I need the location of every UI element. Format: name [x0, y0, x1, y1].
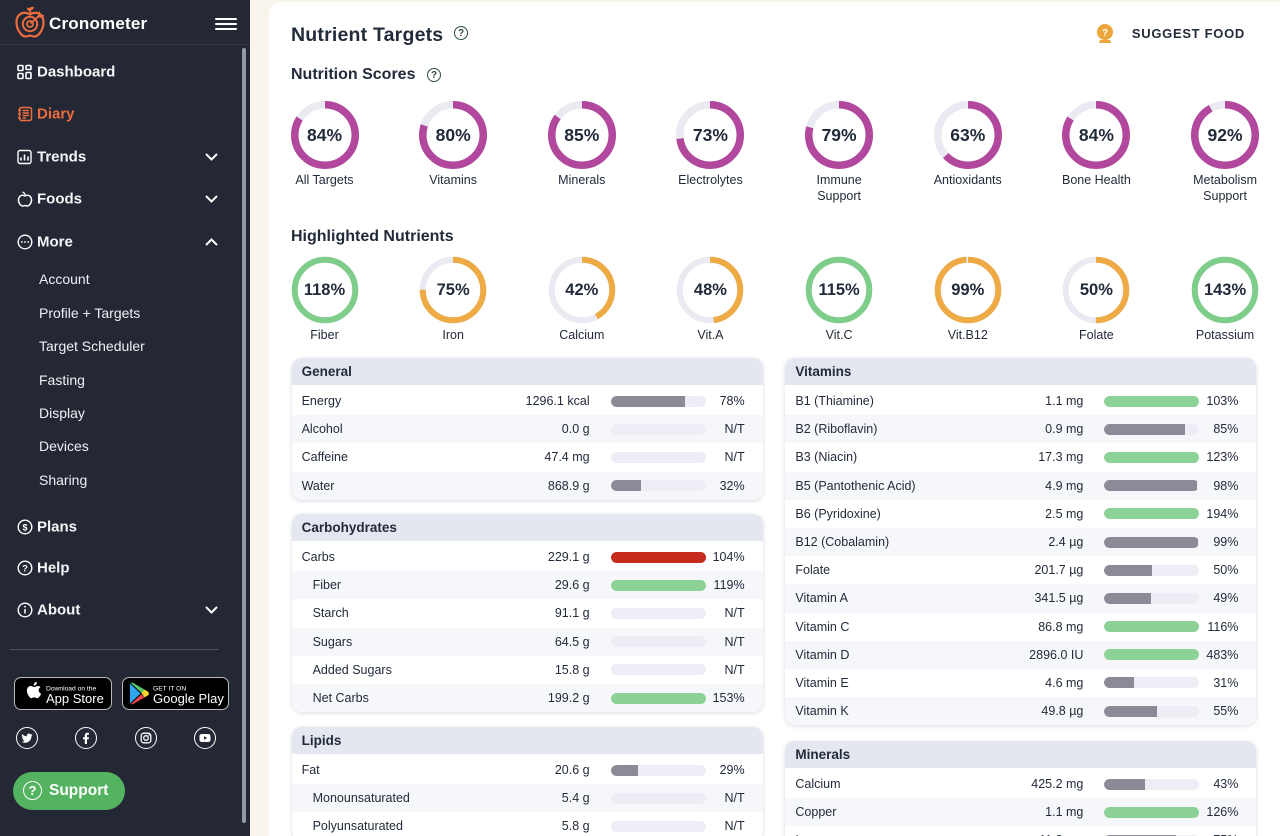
svg-text:GET IT ON: GET IT ON: [153, 686, 186, 693]
svg-text:Download on the: Download on the: [46, 686, 96, 693]
svg-text:?: ?: [1102, 28, 1108, 39]
svg-text:Google Play: Google Play: [153, 691, 224, 706]
svg-text:?: ?: [22, 564, 28, 575]
svg-text:$: $: [22, 523, 27, 533]
svg-text:App Store: App Store: [46, 691, 104, 706]
